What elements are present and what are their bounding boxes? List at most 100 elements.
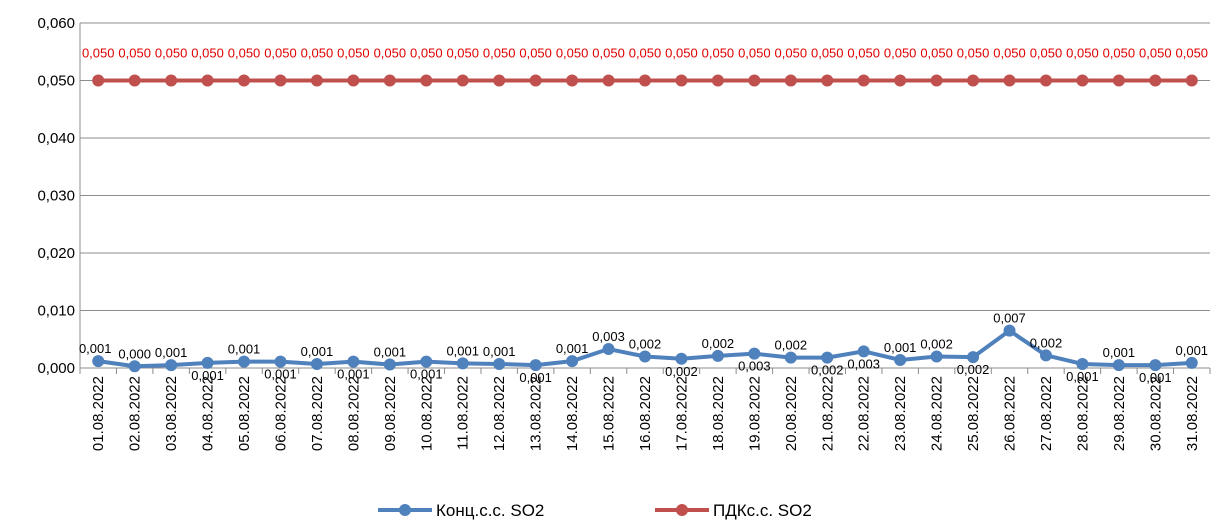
data-point-conc	[931, 351, 943, 363]
x-tick-label: 15.08.2022	[601, 376, 618, 451]
data-label: 0,007	[993, 311, 1026, 326]
data-point-pdk	[1040, 75, 1052, 87]
y-tick-label: 0,000	[37, 360, 75, 377]
data-point-pdk	[274, 75, 286, 87]
x-tick-label: 27.08.2022	[1038, 376, 1055, 451]
data-label: 0,001	[264, 367, 297, 382]
x-tick-label: 11.08.2022	[455, 376, 472, 450]
data-label: 0,002	[920, 337, 953, 352]
data-label: 0,050	[82, 46, 115, 61]
data-labels: 0,001 0,000 0,0010,0010,0010,0010,0010,001…	[79, 46, 1208, 386]
legend-swatch-marker	[399, 504, 411, 516]
data-label: 0,001	[556, 341, 589, 356]
data-label: 0,001	[191, 368, 224, 383]
y-tick-label: 0,060	[37, 15, 75, 32]
data-label: 0,050	[592, 46, 625, 61]
data-point-pdk	[420, 75, 432, 87]
data-point-pdk	[967, 75, 979, 87]
x-tick-label: 17.08.2022	[673, 376, 690, 451]
x-tick-label: 26.08.2022	[1002, 376, 1019, 451]
x-tick-label: 31.08.2022	[1184, 376, 1201, 451]
data-label: 0,050	[847, 46, 880, 61]
data-point-pdk	[347, 75, 359, 87]
x-tick-label: 10.08.2022	[418, 376, 435, 451]
data-label: 0,003	[738, 359, 771, 374]
data-point-conc	[92, 355, 104, 367]
y-tick-label: 0,040	[37, 130, 75, 147]
y-tick-label: 0,020	[37, 245, 75, 262]
data-label: 0,050	[920, 46, 953, 61]
data-label: 0,050	[702, 46, 735, 61]
data-label: 0,050	[1066, 46, 1099, 61]
data-point-pdk	[566, 75, 578, 87]
data-label: 0,001	[301, 344, 334, 359]
x-tick-label: 13.08.2022	[528, 376, 545, 451]
data-label: 0,050	[118, 46, 151, 61]
data-label: 0,002	[957, 362, 990, 377]
data-point-conc	[457, 357, 469, 369]
data-label: 0,002	[1030, 335, 1063, 350]
data-point-conc	[493, 358, 505, 370]
y-axis: 0,000 0,010 0,020 0,030 0,040 0,050 0,060	[37, 15, 80, 377]
y-tick-label: 0,010	[37, 303, 75, 320]
data-point-pdk	[639, 75, 651, 87]
data-label: 0,002	[775, 338, 808, 353]
data-point-conc	[165, 359, 177, 371]
x-tick-label: 20.08.2022	[783, 376, 800, 451]
data-point-pdk	[384, 75, 396, 87]
data-point-conc	[894, 354, 906, 366]
data-label: 0,050	[519, 46, 552, 61]
x-tick-label: 29.08.2022	[1111, 376, 1128, 451]
data-label: 0,001	[483, 344, 516, 359]
x-tick-label: 07.08.2022	[309, 376, 326, 451]
data-label: 0,050	[1139, 46, 1172, 61]
data-label: 0,003	[847, 356, 880, 371]
data-point-pdk	[92, 75, 104, 87]
data-point-pdk	[748, 75, 760, 87]
x-tick-label: 25.08.2022	[965, 376, 982, 451]
data-label: 0,050	[264, 46, 297, 61]
data-point-pdk	[894, 75, 906, 87]
x-tick-label: 16.08.2022	[637, 376, 654, 451]
data-label: 0,001	[519, 370, 552, 385]
data-point-pdk	[675, 75, 687, 87]
data-point-pdk	[1113, 75, 1125, 87]
data-point-pdk	[457, 75, 469, 87]
data-label: 0,050	[374, 46, 407, 61]
data-point-conc	[639, 351, 651, 363]
data-label: 0,050	[337, 46, 370, 61]
data-point-pdk	[1076, 75, 1088, 87]
data-label: 0,050	[629, 46, 662, 61]
data-label: 0,000	[118, 346, 151, 361]
x-tick-label: 22.08.2022	[856, 376, 873, 451]
legend: Конц.с.с. SO2 ПДКс.с. SO2	[378, 501, 812, 520]
series-group	[92, 75, 1198, 373]
data-point-conc	[1004, 325, 1016, 337]
x-axis: 01.08.2022 02.08.2022 03.08.2022 04.08.2022…	[80, 368, 1210, 451]
data-label: 0,050	[446, 46, 479, 61]
data-label: 0,050	[738, 46, 771, 61]
data-point-pdk	[603, 75, 615, 87]
data-label: 0,050	[301, 46, 334, 61]
data-point-pdk	[238, 75, 250, 87]
data-label: 0,050	[884, 46, 917, 61]
data-label: 0,050	[483, 46, 516, 61]
data-label: 0,001	[228, 342, 261, 357]
x-tick-label: 19.08.2022	[746, 376, 763, 451]
data-point-pdk	[858, 75, 870, 87]
data-label: 0,001	[155, 345, 188, 360]
data-point-conc	[311, 358, 323, 370]
x-tick-label: 04.08.2022	[200, 376, 217, 451]
data-point-conc	[1186, 357, 1198, 369]
x-tick-label: 09.08.2022	[382, 376, 399, 451]
data-label: 0,001	[446, 343, 479, 358]
data-point-pdk	[1149, 75, 1161, 87]
data-label: 0,002	[665, 364, 698, 379]
data-point-pdk	[129, 75, 141, 87]
data-label: 0,050	[410, 46, 443, 61]
data-label: 0,001	[1139, 370, 1172, 385]
y-tick-label: 0,030	[37, 188, 75, 205]
x-tick-label: 05.08.2022	[236, 376, 253, 451]
x-tick-label: 02.08.2022	[127, 376, 144, 451]
x-tick-label: 18.08.2022	[710, 376, 727, 451]
